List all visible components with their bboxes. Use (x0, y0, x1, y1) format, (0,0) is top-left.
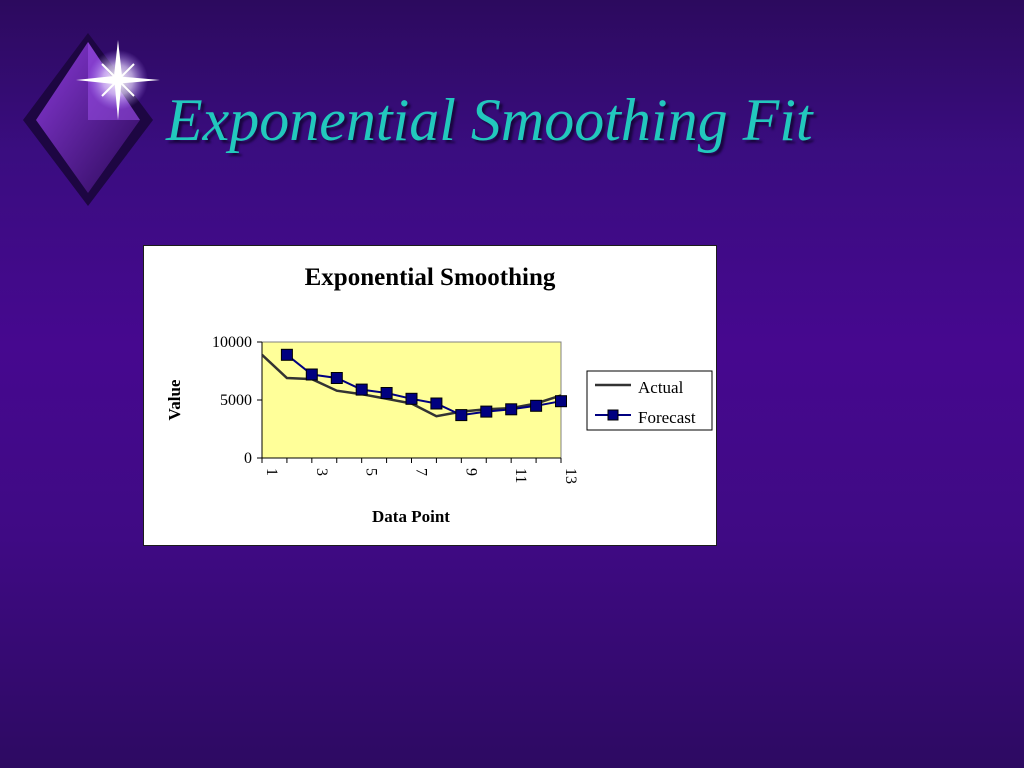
chart-container: Exponential Smoothing 0 5000 10000 1 3 5 7 9 11… (143, 245, 717, 546)
forecast-point-marker (505, 403, 518, 416)
y-tick-label: 5000 (220, 392, 252, 409)
x-tick-label: 3 (313, 468, 330, 476)
legend-forecast-label: Forecast (638, 408, 696, 427)
y-axis-title: Value (165, 379, 184, 420)
y-tick-label: 10000 (212, 334, 252, 351)
y-tick-label: 0 (244, 450, 252, 467)
forecast-point-marker (305, 368, 318, 381)
forecast-point-marker (380, 387, 393, 399)
legend-forecast-marker (607, 409, 619, 421)
x-tick-label: 1 (263, 468, 280, 476)
forecast-point-marker (330, 372, 343, 384)
slide-title: Exponential Smoothing Fit (166, 87, 813, 153)
x-tick-label: 7 (413, 468, 430, 476)
x-axis-ticks: 1 3 5 7 9 11 13 (261, 458, 579, 484)
series-layer (261, 348, 567, 422)
forecast-point-marker (555, 395, 567, 408)
y-axis-ticks: 0 5000 10000 (212, 334, 262, 467)
diamond-star-logo (23, 33, 160, 206)
x-tick-label: 9 (462, 468, 479, 476)
forecast-point-marker (280, 348, 293, 361)
forecast-point-marker (355, 383, 368, 396)
legend-actual-label: Actual (638, 378, 684, 397)
chart-title: Exponential Smoothing (304, 264, 556, 291)
x-axis-title: Data Point (372, 507, 450, 526)
x-tick-label: 13 (562, 468, 579, 484)
forecast-point-marker (480, 405, 493, 418)
forecast-point-marker (455, 409, 468, 422)
forecast-point-marker (405, 392, 418, 405)
legend: Actual Forecast (586, 370, 713, 431)
forecast-point-marker (530, 399, 543, 412)
forecast-point-marker (430, 397, 443, 410)
x-tick-label: 11 (512, 468, 529, 483)
x-tick-label: 5 (363, 468, 380, 476)
